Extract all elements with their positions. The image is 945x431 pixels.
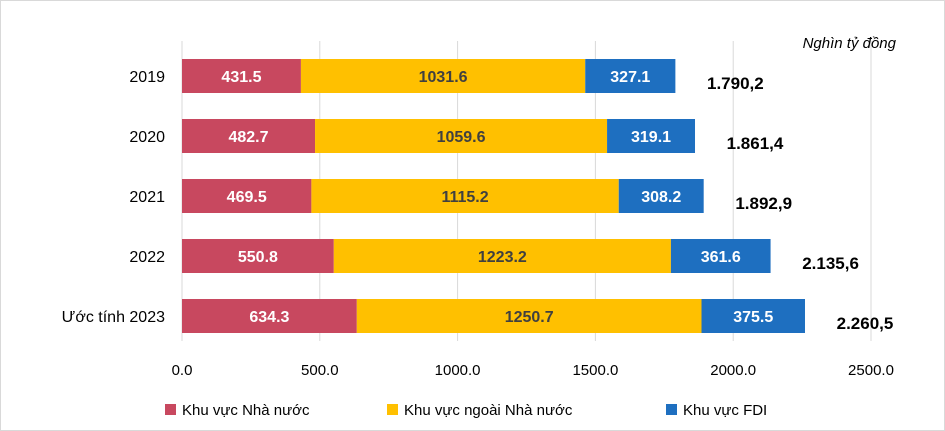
legend-label: Khu vực Nhà nước	[182, 402, 310, 419]
data-label: 308.2	[641, 189, 681, 206]
bar-segment	[182, 179, 312, 213]
bar-segment	[356, 299, 702, 333]
legend-swatch	[165, 404, 176, 415]
data-label: 469.5	[227, 189, 267, 206]
data-label: 327.1	[610, 69, 650, 86]
bar-segment	[607, 119, 696, 153]
category-label: 2019	[129, 69, 165, 86]
data-label: 1223.2	[478, 249, 527, 266]
data-label: 375.5	[733, 309, 773, 326]
bar-segment	[315, 119, 608, 153]
category-label: 2020	[129, 129, 165, 146]
legend-swatch	[666, 404, 677, 415]
bar-segment	[670, 239, 771, 273]
data-label: 1059.6	[437, 129, 486, 146]
data-label: 431.5	[221, 69, 261, 86]
legend-label: Khu vực FDI	[683, 402, 767, 419]
bar-segment	[182, 239, 334, 273]
legend: Khu vực Nhà nước Khu vực ngoài Nhà nước Kh…	[165, 402, 767, 419]
total-label: 2.135,6	[802, 254, 859, 273]
bar-segment	[618, 179, 704, 213]
bar-segment	[182, 59, 301, 93]
category-label: 2022	[129, 249, 165, 266]
total-label: 1.892,9	[735, 194, 792, 213]
data-label: 550.8	[238, 249, 278, 266]
x-tick-label: 2500.0	[848, 362, 894, 379]
data-label: 634.3	[249, 309, 289, 326]
x-tick-label: 0.0	[172, 362, 193, 379]
bar-segment	[333, 239, 671, 273]
total-label: 1.790,2	[707, 74, 764, 93]
category-label: 2021	[129, 189, 165, 206]
total-label: 2.260,5	[837, 314, 894, 333]
data-label: 361.6	[701, 249, 741, 266]
x-tick-label: 1500.0	[572, 362, 618, 379]
bars	[182, 59, 805, 333]
bar-segment	[701, 299, 805, 333]
data-label: 482.7	[228, 129, 268, 146]
data-label: 1031.6	[419, 69, 468, 86]
legend-label: Khu vực ngoài Nhà nước	[404, 402, 573, 419]
unit-label: Nghìn tỷ đồng	[803, 35, 897, 52]
bar-segment	[311, 179, 619, 213]
data-label: 1250.7	[505, 309, 554, 326]
x-tick-label: 2000.0	[710, 362, 756, 379]
data-label: 1115.2	[441, 189, 488, 206]
total-label: 1.861,4	[727, 134, 784, 153]
bar-segment	[585, 59, 676, 93]
category-label: Ước tính 2023	[62, 309, 165, 326]
labels: 0.0 500.0 1000.0 1500.0 2000.0 2500.0 2019 2020…	[62, 69, 894, 379]
legend-swatch	[387, 404, 398, 415]
bar-segment	[182, 299, 357, 333]
data-label: 319.1	[631, 129, 671, 146]
x-tick-label: 1000.0	[435, 362, 481, 379]
bar-segment	[182, 119, 316, 153]
bar-segment	[300, 59, 586, 93]
x-tick-label: 500.0	[301, 362, 339, 379]
